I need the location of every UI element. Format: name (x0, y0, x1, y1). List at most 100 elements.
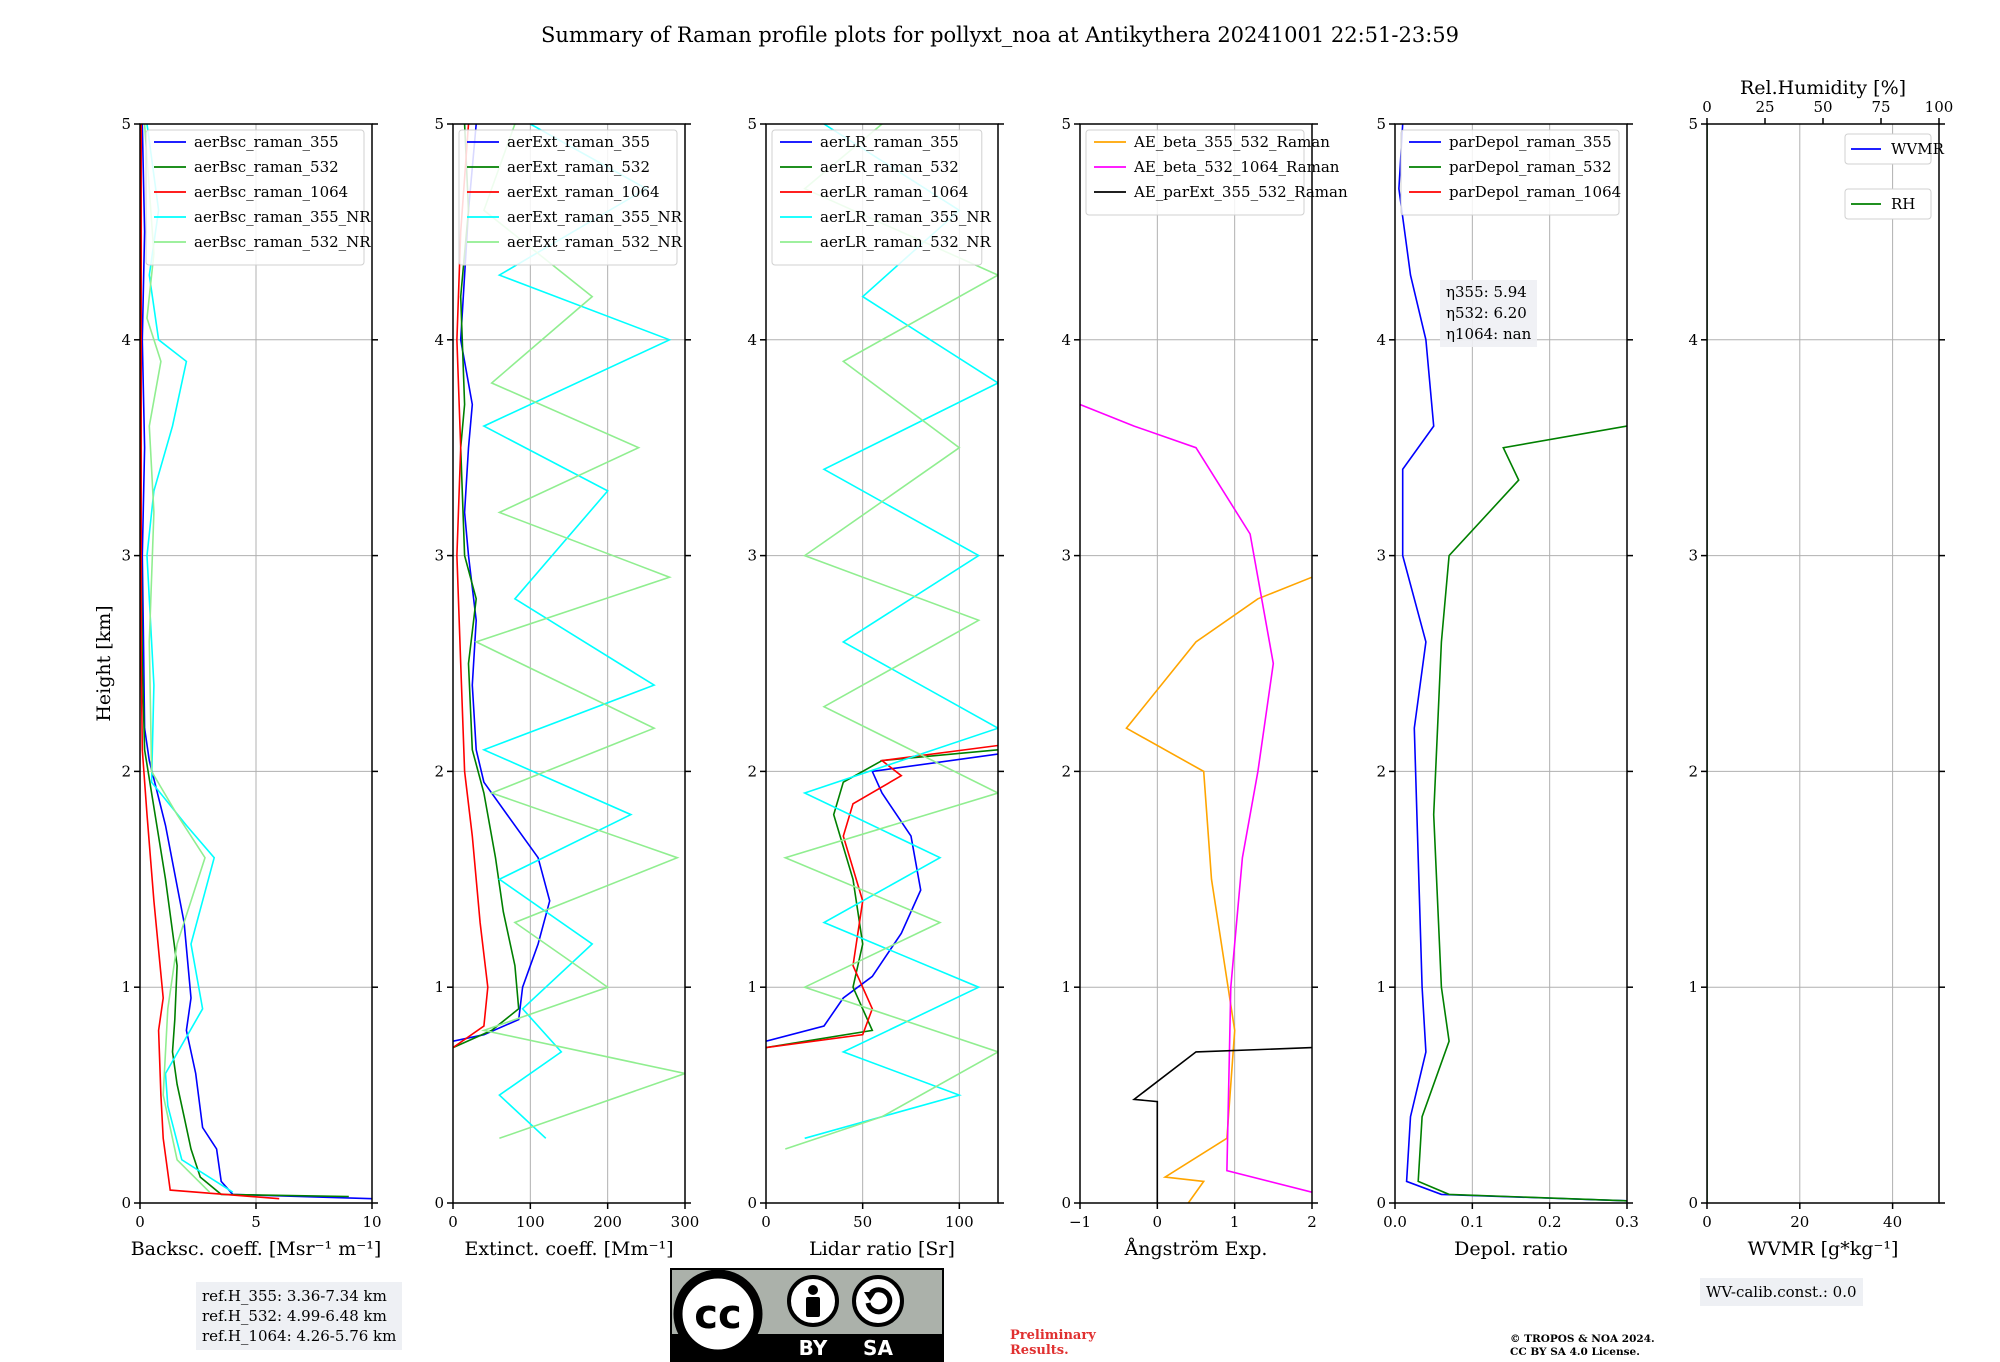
y-tick-label: 0 (121, 1194, 131, 1212)
series-line-parDepol_raman_532 (1417, 425, 1627, 1202)
series-line-aerLR_raman_532_NR (782, 124, 998, 1150)
series-line-AE_beta_532_1064_Raman (1080, 403, 1312, 1193)
x-tick-label: 0 (448, 1213, 458, 1231)
preliminary-note: Preliminary Results. (1010, 1328, 1096, 1358)
top-x-tick-label: 0 (1702, 98, 1712, 116)
series-line-aerLR_raman_355 (766, 753, 998, 1042)
axes-frame (452, 123, 686, 1204)
y-tick-label: 1 (747, 978, 757, 996)
series-line-AE_parExt_355_532_Raman (1131, 1046, 1312, 1203)
legend-label: aerLR_raman_355_NR (820, 208, 991, 226)
legend-label: aerBsc_raman_355_NR (194, 208, 371, 226)
wv-calib-box: WV-calib.const.: 0.0 (1700, 1278, 1863, 1306)
legend-label: aerLR_raman_532 (820, 158, 959, 176)
y-tick-label: 1 (434, 978, 444, 996)
x-axis-label: Backsc. coeff. [Msr⁻¹ m⁻¹] (131, 1238, 382, 1260)
y-tick-label: 2 (747, 762, 757, 780)
y-tick-label: 1 (121, 978, 131, 996)
x-axis-label: Depol. ratio (1454, 1238, 1568, 1260)
y-tick-label: 5 (1061, 115, 1071, 133)
legend-box (1844, 188, 1932, 220)
preliminary-line-1: Preliminary (1010, 1328, 1096, 1343)
panel-bsc: 0 1 2 3 4 5 0 5 10 Backsc. coeff. [Msr⁻¹ m⁻¹] Heig… (93, 115, 382, 1260)
y-tick-label: 0 (747, 1194, 757, 1212)
legend-label: aerBsc_raman_532_NR (194, 233, 371, 251)
y-axis-label: Height [km] (93, 605, 115, 721)
top-x-tick-label: 75 (1871, 98, 1890, 116)
x-axis-label: Ångström Exp. (1124, 1238, 1268, 1260)
series-line-aerLR_raman_355_NR (802, 124, 998, 1140)
legend-box (1844, 133, 1932, 165)
legend-label: aerBsc_raman_1064 (194, 183, 348, 201)
copyright-line-1: © TROPOS & NOA 2024. (1510, 1333, 1655, 1345)
y-tick-label: 3 (1688, 547, 1698, 565)
x-axis-label: Lidar ratio [Sr] (809, 1238, 955, 1260)
y-tick-label: 3 (434, 547, 444, 565)
legend-label: RH (1891, 195, 1915, 213)
series-line-aerBsc_raman_1064 (140, 124, 280, 1200)
sa-share-icon (852, 1275, 904, 1327)
series-line-aerBsc_raman_355 (141, 124, 372, 1200)
legend-label: aerExt_raman_355 (507, 133, 650, 151)
axes-frame (1079, 123, 1313, 1204)
y-tick-label: 4 (434, 331, 444, 349)
series-line-parDepol_raman_355 (1398, 124, 1627, 1202)
x-axis-label: WVMR [g*kg⁻¹] (1748, 1238, 1899, 1260)
x-tick-label: 2 (1307, 1213, 1317, 1231)
x-tick-label: 1 (1230, 1213, 1240, 1231)
cc-sa-label: SA (863, 1336, 893, 1360)
y-tick-label: 5 (1688, 115, 1698, 133)
y-tick-label: 3 (1376, 547, 1386, 565)
y-tick-label: 2 (434, 762, 444, 780)
legend-label: AE_beta_355_532_Raman (1133, 133, 1330, 151)
eta-box: η355: 5.94 η532: 6.20 η1064: nan (1440, 280, 1538, 347)
y-tick-label: 1 (1376, 978, 1386, 996)
y-tick-label: 4 (1688, 331, 1698, 349)
y-tick-label: 0 (1688, 1194, 1698, 1212)
legend-label: AE_parExt_355_532_Raman (1133, 183, 1348, 201)
legend-label: parDepol_raman_532 (1449, 158, 1612, 176)
x-tick-label: 40 (1883, 1213, 1902, 1231)
series-line-aerExt_raman_1064 (453, 124, 489, 1049)
legend-label: aerBsc_raman_355 (194, 133, 339, 151)
x-tick-label: 0.3 (1615, 1213, 1639, 1231)
axes-frame (1706, 123, 1940, 1204)
y-tick-label: 4 (1061, 331, 1071, 349)
y-tick-label: 3 (1061, 547, 1071, 565)
top-x-tick-label: 50 (1813, 98, 1832, 116)
legend-label: aerLR_raman_355 (820, 133, 959, 151)
legend-label: WVMR (1891, 140, 1945, 158)
x-tick-label: 0 (761, 1213, 771, 1231)
series-line-AE_beta_355_532_Raman (1125, 576, 1312, 1203)
y-tick-label: 2 (1688, 762, 1698, 780)
cc-circle-icon (673, 1269, 763, 1359)
y-tick-label: 5 (434, 115, 444, 133)
x-tick-label: 0 (1153, 1213, 1163, 1231)
y-tick-label: 5 (1376, 115, 1386, 133)
top-x-axis-label: Rel.Humidity [%] (1740, 77, 1906, 99)
y-tick-label: 2 (1061, 762, 1071, 780)
y-tick-label: 1 (1061, 978, 1071, 996)
legend-label: aerExt_raman_532_NR (507, 233, 683, 251)
y-tick-label: 4 (121, 331, 131, 349)
series-line-aerExt_raman_355_NR (481, 124, 672, 1139)
y-tick-label: 5 (121, 115, 131, 133)
top-x-tick-label: 25 (1755, 98, 1774, 116)
x-tick-label: 5 (251, 1213, 261, 1231)
legend-label: parDepol_raman_1064 (1449, 183, 1621, 201)
legend-label: AE_beta_532_1064_Raman (1133, 158, 1340, 176)
y-tick-label: 4 (1376, 331, 1386, 349)
x-axis-label: Extinct. coeff. [Mm⁻¹] (464, 1238, 673, 1260)
series-line-aerExt_raman_532 (453, 124, 520, 1049)
series-line-aerExt_raman_532_NR (474, 124, 685, 1140)
x-tick-label: 300 (671, 1213, 700, 1231)
y-tick-label: 0 (434, 1194, 444, 1212)
eta-355: η355: 5.94 (1446, 283, 1527, 301)
y-tick-label: 0 (1376, 1194, 1386, 1212)
legend-label: aerLR_raman_1064 (820, 183, 968, 201)
x-tick-label: 200 (593, 1213, 622, 1231)
x-tick-label: 10 (362, 1213, 381, 1231)
series-line-aerBsc_raman_532 (140, 124, 349, 1198)
